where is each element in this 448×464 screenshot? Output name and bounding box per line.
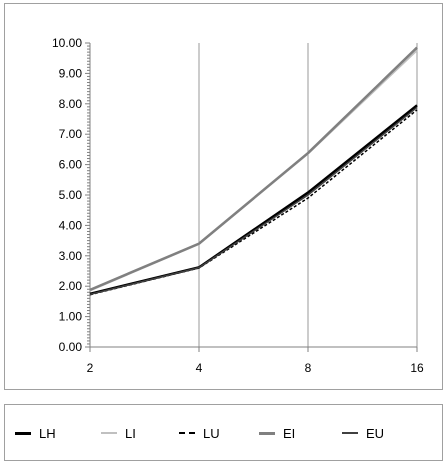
y-tick-label: 6.00 [59,158,83,172]
y-tick-label: 5.00 [59,188,83,202]
legend-label: LU [203,425,220,441]
series-line-li [89,50,418,292]
series-line-lu [89,109,418,296]
y-tick-label: 7.00 [59,127,83,141]
y-tick-label: 9.00 [59,66,83,80]
y-tick-label: 0.00 [59,340,83,354]
series-line-ei [89,46,418,291]
legend-item-li: LI [101,425,136,441]
y-tick-label: 10.00 [52,36,82,50]
y-tick-label: 4.00 [59,218,83,232]
x-tick-label: 2 [87,361,94,375]
line-chart: 0.00 1.00 2.00 3.00 4.00 5.00 6.00 7.00 8.00 9.00… [52,36,424,375]
chart-area: 0.00 1.00 2.00 3.00 4.00 5.00 6.00 7.00 8.00 9.00… [4,3,443,390]
series-line-eu [89,106,418,296]
legend-item-ei: EI [259,425,295,441]
legend-item-eu: EU [342,425,384,441]
x-tick-label: 16 [410,361,424,375]
legend-label: LH [39,425,56,441]
legend-swatch [259,431,275,435]
series-lines [89,46,418,296]
y-tick-label: 2.00 [59,279,83,293]
legend-item-lh: LH [15,425,56,441]
y-tick-label: 8.00 [59,97,83,111]
legend-label: EI [283,425,296,441]
legend-swatch [101,432,117,434]
legend-label: EU [366,425,385,441]
y-tick-label: 3.00 [59,249,83,263]
grid [89,43,418,347]
legend: LH LI LU EI EU [4,404,443,461]
x-tick-label: 8 [305,361,312,375]
legend-swatch [15,431,31,435]
y-tick-label: 1.00 [59,310,83,324]
legend-swatch [179,432,195,434]
x-tick-label: 4 [196,361,203,375]
axes: 0.00 1.00 2.00 3.00 4.00 5.00 6.00 7.00 8.00 9.00… [52,36,424,375]
legend-item-lu: LU [179,425,220,441]
legend-swatch [342,432,358,434]
legend-label: LI [125,425,136,441]
